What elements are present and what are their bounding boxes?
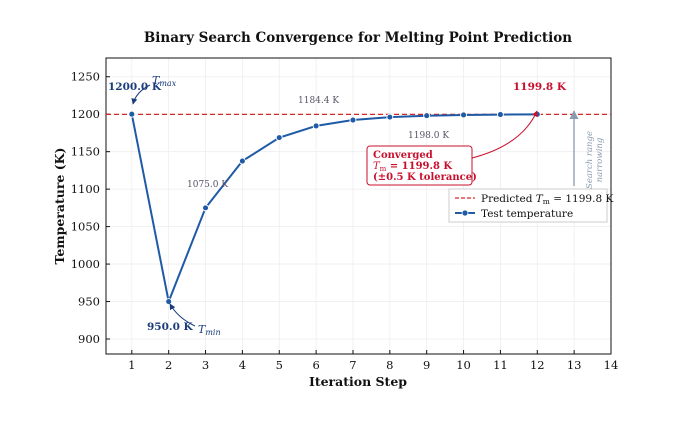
x-tick-label-3: 3 xyxy=(202,358,209,372)
legend-box xyxy=(448,188,608,223)
x-tick-label-6: 6 xyxy=(312,358,319,372)
tmin-value-label: 950.0 K xyxy=(147,321,194,333)
converged-arrow xyxy=(471,110,538,159)
tmin-symbol-label: Tmin xyxy=(198,323,221,337)
y-tick-label-1000: 1000 xyxy=(71,257,100,271)
series-points xyxy=(128,110,541,305)
series-line-test-temperature xyxy=(130,113,538,306)
x-tick-label-9: 9 xyxy=(423,358,430,372)
series-point-9 xyxy=(423,112,431,120)
x-ticks: 1 2 3 4 5 6 7 8 9 10 11 12 13 14 xyxy=(128,350,618,372)
x-tick-label-7: 7 xyxy=(349,358,356,372)
y-tick-label-1200: 1200 xyxy=(71,107,100,121)
x-tick-label-12: 12 xyxy=(530,358,545,372)
converged-tolerance: (±0.5 K tolerance) xyxy=(373,172,477,183)
chart-title: Binary Search Convergence for Melting Po… xyxy=(144,30,572,46)
series-point-7 xyxy=(349,116,357,124)
x-tick-label-10: 10 xyxy=(456,358,471,372)
series-point-5 xyxy=(275,134,283,142)
x-tick-label-14: 14 xyxy=(604,358,619,372)
narrowing-label-line1: Search range xyxy=(585,131,595,189)
plot-frame xyxy=(105,57,612,355)
series-point-6 xyxy=(312,122,320,130)
x-tick-label-13: 13 xyxy=(567,358,582,372)
legend-marker-series xyxy=(461,209,469,217)
x-tick-label-5: 5 xyxy=(276,358,283,372)
converged-box xyxy=(366,145,473,186)
series-point-3 xyxy=(202,204,209,212)
series-point-4 xyxy=(238,157,246,165)
series-point-11 xyxy=(496,111,504,119)
tmin-arrow xyxy=(169,303,196,327)
legend-label-series: Test temperature xyxy=(481,208,573,220)
point-label-9: 1198.0 K xyxy=(408,131,449,141)
series-point-10 xyxy=(460,111,468,119)
y-axis-label: Temperature (K) xyxy=(52,148,67,265)
y-tick-label-1250: 1250 xyxy=(71,70,100,84)
y-tick-label-900: 900 xyxy=(78,332,100,346)
x-tick-label-1: 1 xyxy=(128,358,135,372)
tmax-value-label: 1200.0 K xyxy=(108,81,162,93)
x-tick-label-4: 4 xyxy=(239,358,246,372)
legend-label-reference: Predicted Tm = 1199.8 K xyxy=(481,193,613,206)
converged-annotation: Converged Tm = 1199.8 K (±0.5 K toleranc… xyxy=(366,110,538,186)
series-point-1 xyxy=(128,110,136,118)
x-tick-label-11: 11 xyxy=(493,358,508,372)
final-value-label: 1199.8 K xyxy=(513,81,567,93)
x-tick-label-8: 8 xyxy=(386,358,393,372)
y-tick-label-950: 950 xyxy=(78,295,100,309)
y-tick-label-1100: 1100 xyxy=(71,182,100,196)
y-tick-label-1150: 1150 xyxy=(71,145,100,159)
converged-tm: Tm = 1199.8 K xyxy=(373,161,452,173)
point-label-6: 1184.4 K xyxy=(298,96,339,106)
converged-title: Converged xyxy=(373,150,433,161)
series-point-8 xyxy=(386,113,394,121)
y-ticks: 900 950 1000 1050 1100 1150 1200 1250 xyxy=(71,70,110,346)
point-label-3: 1075.0 K xyxy=(187,180,228,190)
x-axis-label: Iteration Step xyxy=(309,374,407,389)
x-tick-label-2: 2 xyxy=(165,358,172,372)
tmax-arrow xyxy=(131,84,151,105)
tmax-symbol-label: Tmax xyxy=(152,74,177,88)
y-tick-label-1050: 1050 xyxy=(71,220,100,234)
series-point-2 xyxy=(165,298,173,305)
legend: Predicted Tm = 1199.8 K Test temperature xyxy=(448,188,613,223)
narrowing-label-line2: narrowing xyxy=(595,137,605,182)
